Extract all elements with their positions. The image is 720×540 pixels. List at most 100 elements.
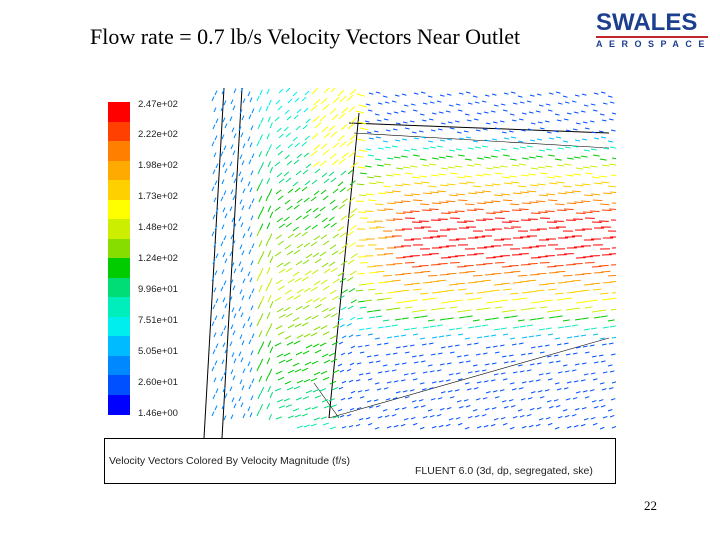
- velocity-vector: [413, 316, 421, 319]
- velocity-vector: [358, 328, 365, 331]
- velocity-vector: [292, 271, 300, 277]
- velocity-vector: [467, 147, 474, 150]
- velocity-vector: [520, 308, 529, 311]
- velocity-vector: [476, 112, 482, 115]
- velocity-vector: [214, 135, 218, 141]
- velocity-vector: [421, 164, 430, 167]
- velocity-vector: [518, 163, 527, 166]
- velocity-vector: [473, 118, 479, 121]
- velocity-vector: [365, 148, 372, 151]
- velocity-vector: [601, 209, 612, 212]
- legend-label-9: 2.60e+01: [138, 377, 178, 388]
- velocity-vector: [582, 166, 591, 169]
- velocity-vector: [223, 370, 227, 376]
- velocity-vector: [599, 203, 610, 206]
- velocity-vector: [573, 335, 580, 338]
- velocity-vector: [485, 122, 491, 125]
- velocity-vector: [557, 371, 563, 374]
- velocity-vector: [329, 335, 337, 340]
- velocity-vector: [521, 336, 528, 339]
- velocity-vector: [356, 407, 362, 410]
- velocity-vector: [463, 354, 469, 357]
- velocity-vector: [571, 100, 577, 103]
- velocity-vector: [215, 388, 219, 394]
- velocity-vector: [491, 272, 502, 275]
- velocity-vector: [321, 262, 329, 268]
- velocity-vector: [294, 142, 300, 148]
- velocity-vector: [572, 128, 578, 131]
- velocity-vector: [566, 112, 572, 115]
- velocity-vector: [386, 112, 392, 115]
- velocity-vector: [538, 194, 549, 197]
- velocity-vector: [375, 270, 385, 273]
- velocity-vector: [278, 223, 285, 229]
- velocity-vector: [436, 279, 447, 282]
- velocity-vector: [438, 380, 444, 383]
- velocity-vector: [284, 289, 292, 295]
- velocity-vector: [310, 377, 318, 382]
- velocity-vector: [583, 194, 594, 197]
- velocity-vector: [400, 155, 408, 158]
- velocity-vector: [311, 315, 319, 320]
- velocity-vector: [287, 415, 295, 419]
- velocity-vector: [229, 296, 233, 302]
- velocity-vector: [357, 166, 367, 169]
- velocity-vector: [490, 334, 497, 337]
- velocity-vector: [347, 396, 353, 400]
- velocity-vector: [233, 358, 237, 364]
- velocity-vector: [535, 423, 541, 427]
- velocity-vector: [529, 408, 535, 411]
- velocity-vector: [503, 137, 510, 140]
- velocity-vector: [520, 174, 530, 177]
- velocity-vector: [473, 387, 479, 390]
- velocity-vector: [518, 208, 529, 211]
- velocity-vector: [268, 414, 272, 421]
- velocity-vector: [373, 354, 379, 357]
- velocity-vector: [490, 110, 496, 113]
- velocity-vector: [526, 413, 532, 417]
- velocity-vector: [583, 149, 590, 152]
- velocity-vector: [293, 340, 301, 345]
- velocity-vector: [374, 382, 380, 385]
- velocity-vector: [482, 173, 492, 176]
- velocity-vector: [392, 352, 398, 355]
- velocity-vector: [276, 262, 284, 268]
- velocity-vector: [431, 157, 439, 160]
- velocity-vector: [287, 278, 295, 284]
- velocity-vector: [557, 147, 564, 150]
- velocity-vector: [214, 225, 218, 231]
- velocity-vector: [374, 158, 382, 161]
- velocity-vector: [607, 274, 616, 277]
- velocity-vector: [359, 172, 367, 175]
- velocity-vector: [339, 232, 347, 238]
- velocity-vector: [350, 299, 357, 304]
- velocity-vector: [563, 297, 573, 300]
- velocity-vector: [303, 424, 310, 428]
- velocity-vector: [403, 149, 410, 152]
- velocity-vector: [536, 138, 543, 141]
- velocity-vector: [562, 409, 568, 412]
- velocity-vector: [445, 334, 452, 337]
- velocity-vector: [409, 165, 418, 168]
- velocity-vector: [242, 323, 246, 329]
- velocity-vector: [472, 364, 478, 367]
- velocity-vector: [601, 119, 607, 122]
- velocity-vector: [483, 335, 490, 338]
- velocity-vector: [536, 362, 542, 365]
- velocity-vector: [510, 405, 516, 408]
- velocity-vector: [608, 342, 614, 345]
- velocity-vector: [466, 388, 472, 391]
- velocity-vector: [474, 101, 480, 104]
- velocity-vector: [301, 96, 307, 102]
- velocity-vector: [274, 116, 280, 122]
- velocity-vector: [449, 396, 455, 399]
- velocity-vector: [440, 346, 446, 349]
- velocity-vector: [519, 325, 526, 328]
- legend-label-10: 1.46e+00: [138, 408, 178, 419]
- velocity-vector: [232, 150, 236, 156]
- velocity-vector: [557, 192, 568, 195]
- velocity-vector: [311, 179, 318, 185]
- velocity-vector: [602, 147, 609, 150]
- velocity-vector: [249, 412, 253, 418]
- velocity-vector: [502, 422, 508, 426]
